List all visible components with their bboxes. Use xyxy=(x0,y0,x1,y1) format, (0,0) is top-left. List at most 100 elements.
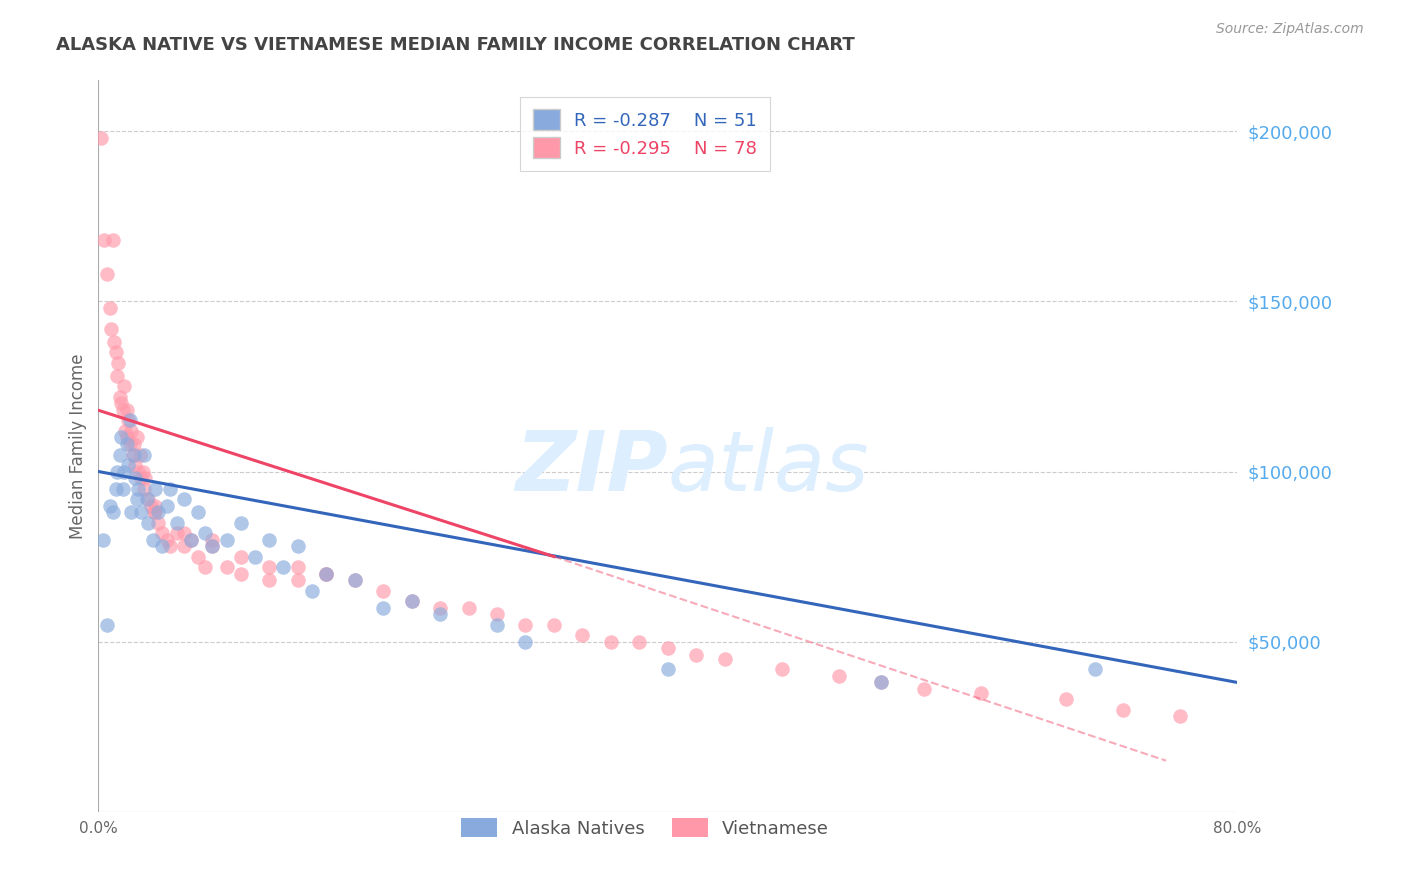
Point xyxy=(301,583,323,598)
Point xyxy=(685,648,707,663)
Point xyxy=(134,471,156,485)
Point xyxy=(259,559,281,574)
Point xyxy=(657,662,679,676)
Point xyxy=(145,482,167,496)
Point xyxy=(229,516,252,530)
Point xyxy=(194,559,217,574)
Point xyxy=(115,403,138,417)
Point xyxy=(159,482,181,496)
Point xyxy=(343,574,366,588)
Point xyxy=(373,600,395,615)
Point xyxy=(156,533,179,547)
Point xyxy=(401,594,423,608)
Legend: Alaska Natives, Vietnamese: Alaska Natives, Vietnamese xyxy=(453,809,838,847)
Point xyxy=(156,499,179,513)
Point xyxy=(125,430,148,444)
Point xyxy=(373,583,395,598)
Point xyxy=(187,505,209,519)
Point xyxy=(315,566,337,581)
Point xyxy=(229,566,252,581)
Point xyxy=(343,574,366,588)
Point xyxy=(486,617,509,632)
Point xyxy=(152,540,174,554)
Point xyxy=(132,482,155,496)
Point xyxy=(201,540,224,554)
Point xyxy=(486,607,509,622)
Point xyxy=(201,533,224,547)
Point xyxy=(401,594,423,608)
Text: ALASKA NATIVE VS VIETNAMESE MEDIAN FAMILY INCOME CORRELATION CHART: ALASKA NATIVE VS VIETNAMESE MEDIAN FAMIL… xyxy=(56,36,855,54)
Point xyxy=(215,559,238,574)
Point xyxy=(571,628,593,642)
Point xyxy=(124,471,146,485)
Point xyxy=(173,540,195,554)
Point xyxy=(111,482,134,496)
Point xyxy=(120,424,142,438)
Point xyxy=(105,369,128,384)
Point xyxy=(139,499,162,513)
Point xyxy=(870,675,893,690)
Point xyxy=(131,465,153,479)
Point xyxy=(115,437,138,451)
Point xyxy=(657,641,679,656)
Point xyxy=(91,533,114,547)
Point xyxy=(117,458,139,472)
Point xyxy=(770,662,793,676)
Point xyxy=(114,424,136,438)
Point xyxy=(287,574,309,588)
Point xyxy=(152,525,174,540)
Point xyxy=(315,566,337,581)
Point xyxy=(101,505,124,519)
Point xyxy=(136,516,159,530)
Point xyxy=(112,465,135,479)
Point xyxy=(129,471,152,485)
Point xyxy=(1112,703,1135,717)
Point xyxy=(201,540,224,554)
Point xyxy=(108,448,131,462)
Point xyxy=(543,617,565,632)
Point xyxy=(457,600,479,615)
Point xyxy=(714,651,737,665)
Point xyxy=(870,675,893,690)
Point xyxy=(166,516,188,530)
Point xyxy=(118,437,141,451)
Text: Source: ZipAtlas.com: Source: ZipAtlas.com xyxy=(1216,22,1364,37)
Point xyxy=(215,533,238,547)
Point xyxy=(141,533,163,547)
Point xyxy=(93,233,115,247)
Point xyxy=(1084,662,1107,676)
Y-axis label: Median Family Income: Median Family Income xyxy=(69,353,87,539)
Point xyxy=(120,505,142,519)
Point xyxy=(287,559,309,574)
Point xyxy=(96,617,118,632)
Point xyxy=(122,448,145,462)
Point xyxy=(121,448,143,462)
Point xyxy=(125,491,148,506)
Point xyxy=(970,686,993,700)
Point xyxy=(111,403,134,417)
Point xyxy=(180,533,202,547)
Point xyxy=(100,321,122,335)
Point xyxy=(98,301,121,316)
Point xyxy=(243,549,266,564)
Point xyxy=(110,430,132,444)
Point xyxy=(104,482,127,496)
Point xyxy=(259,574,281,588)
Point xyxy=(105,465,128,479)
Text: ZIP: ZIP xyxy=(515,427,668,508)
Point xyxy=(229,549,252,564)
Point xyxy=(912,682,935,697)
Point xyxy=(828,668,851,682)
Point xyxy=(1056,692,1078,706)
Text: atlas: atlas xyxy=(668,427,869,508)
Point xyxy=(124,458,146,472)
Point xyxy=(122,437,145,451)
Point xyxy=(315,566,337,581)
Point xyxy=(287,540,309,554)
Point xyxy=(145,505,167,519)
Point xyxy=(115,430,138,444)
Point xyxy=(107,356,129,370)
Point xyxy=(127,465,149,479)
Point xyxy=(135,491,157,506)
Point xyxy=(429,600,451,615)
